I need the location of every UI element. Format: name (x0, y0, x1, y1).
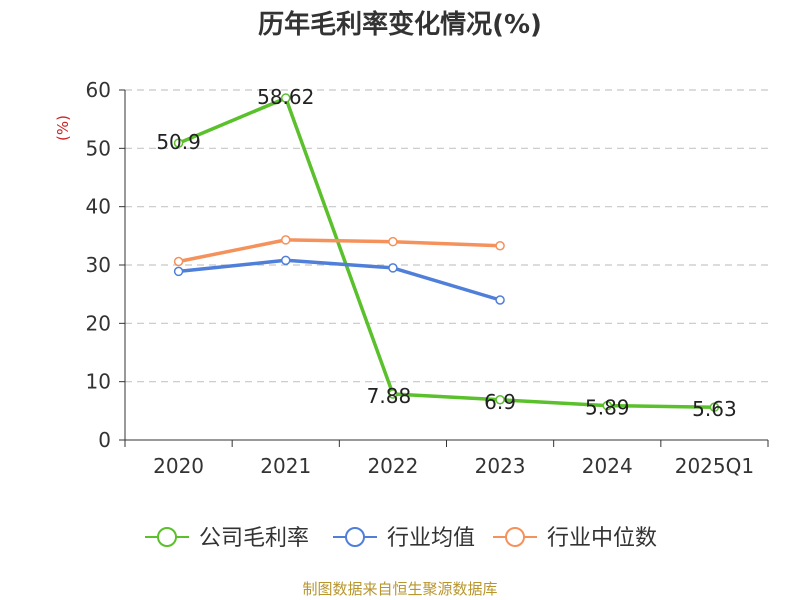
series-line-2 (178, 238, 501, 264)
y-tick-label: 0 (98, 428, 111, 452)
legend-marker (345, 527, 365, 547)
data-label: 5.63 (692, 397, 737, 421)
series-line-1 (178, 258, 501, 302)
legend-marker (505, 527, 525, 547)
x-tick-label: 2021 (260, 454, 311, 478)
x-tick-label: 2024 (582, 454, 633, 478)
data-labels: 50.9 58.62 7.88 6.9 5.89 5.63 (156, 85, 736, 421)
data-label: 5.89 (585, 396, 630, 420)
chart-title: 历年毛利率变化情况(%) (258, 10, 542, 40)
x-tick-label: 2022 (367, 454, 418, 478)
data-point (281, 255, 291, 266)
x-tick-label: 2023 (475, 454, 526, 478)
data-label: 58.62 (257, 85, 314, 109)
data-point (602, 400, 612, 411)
data-label: 7.88 (367, 384, 412, 408)
source-note: 制图数据来自恒生聚源数据库 (302, 580, 498, 598)
legend-marker (157, 527, 177, 547)
data-point (281, 93, 291, 103)
data-point (173, 256, 184, 267)
legend-label: 公司毛利率 (199, 526, 309, 551)
legend-label: 行业中位数 (547, 526, 657, 551)
data-point (495, 295, 505, 305)
y-tick-label: 50 (86, 136, 111, 160)
x-tick-label: 2025Q1 (675, 454, 754, 478)
data-point (495, 241, 505, 251)
y-axis-label: (%) (54, 115, 72, 141)
data-point (388, 263, 398, 273)
legend[interactable]: 公司毛利率 行业均值 行业中位数 (145, 526, 657, 551)
legend-item-2[interactable]: 行业中位数 (493, 526, 657, 551)
data-label: 50.9 (156, 130, 201, 154)
x-tick-label: 2020 (153, 454, 204, 478)
y-tick-label: 30 (86, 253, 111, 277)
legend-item-1[interactable]: 行业均值 (333, 526, 475, 551)
y-tick-label: 40 (86, 195, 111, 219)
y-tick-label: 10 (86, 370, 111, 394)
legend-label: 行业均值 (387, 526, 475, 551)
data-point (388, 236, 398, 247)
data-point (709, 402, 720, 412)
data-point (281, 235, 291, 245)
series-line-0 (177, 96, 715, 409)
series (173, 93, 720, 412)
axes: 0 10 20 30 40 50 60 2020 2021 2022 2023 2024 2025Q1 (86, 78, 769, 478)
data-point (173, 138, 184, 148)
grid-lines (125, 89, 768, 383)
data-point (173, 266, 184, 277)
y-tick-label: 60 (86, 78, 111, 102)
data-point (388, 389, 398, 399)
y-tick-label: 20 (86, 311, 111, 335)
legend-item-0[interactable]: 公司毛利率 (145, 526, 309, 551)
data-point (495, 395, 505, 405)
data-label: 6.9 (484, 390, 516, 414)
